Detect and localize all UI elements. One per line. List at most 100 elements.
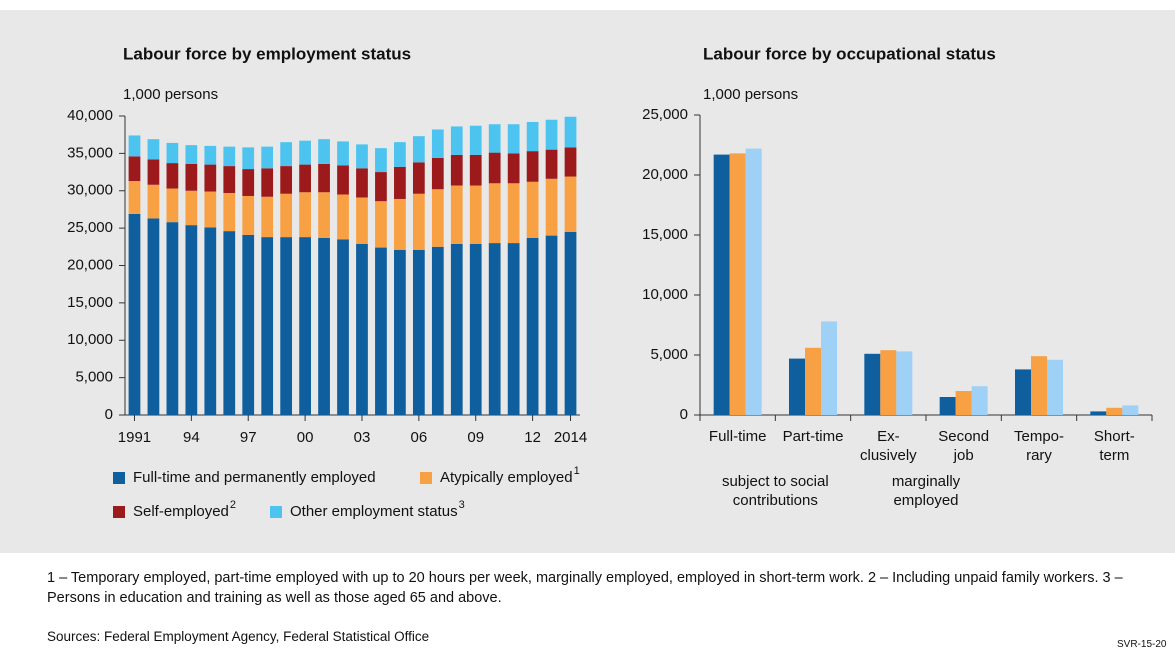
bar-segment — [261, 146, 274, 169]
x-tick-label: 12 — [524, 429, 541, 446]
bar-segment — [394, 166, 406, 199]
bar — [1106, 407, 1123, 415]
bar-segment — [394, 198, 406, 250]
bar — [1090, 411, 1107, 415]
bar-segment — [375, 172, 387, 202]
bar-segment — [545, 149, 558, 179]
bar-segment — [337, 141, 349, 166]
x-tick-label: Full-time — [709, 428, 767, 445]
bar-segment — [128, 135, 141, 157]
bar — [729, 153, 746, 415]
sources: Sources: Federal Employment Agency, Fede… — [47, 629, 430, 644]
bar-segment — [299, 140, 311, 165]
bar-segment — [299, 164, 311, 193]
bar-segment — [280, 166, 293, 194]
bar-segment — [488, 243, 501, 415]
bar-segment — [318, 237, 330, 415]
bar-segment — [469, 154, 482, 186]
bar-segment — [185, 225, 198, 415]
legend-swatch — [270, 506, 282, 518]
bar-segment — [299, 192, 311, 238]
y-tick-label: 5,000 — [75, 369, 113, 386]
bar-segment — [469, 243, 482, 415]
footnotes: 1 – Temporary employed, part-time employ… — [47, 570, 1123, 606]
bar-segment — [318, 192, 330, 238]
bar-segment — [261, 196, 274, 238]
bar-segment — [204, 227, 217, 415]
legend-footnote: 1 — [574, 465, 580, 477]
bar — [939, 397, 956, 415]
y-tick-label: 20,000 — [67, 256, 113, 273]
bar-segment — [318, 139, 330, 164]
bar-segment — [128, 213, 141, 415]
bar-segment — [223, 231, 236, 415]
bar-segment — [564, 116, 577, 148]
x-tick-label: 03 — [354, 429, 371, 446]
legend-label: Other employment status — [290, 503, 458, 520]
bar-segment — [242, 147, 255, 170]
bar-segment — [375, 201, 387, 248]
bar-segment — [166, 222, 179, 415]
bar-segment — [204, 145, 217, 165]
bar — [789, 358, 805, 415]
bar-segment — [223, 192, 236, 232]
bar-segment — [337, 194, 349, 240]
bar-segment — [431, 157, 444, 190]
x-tick-label: 09 — [467, 429, 484, 446]
bar-segment — [450, 243, 463, 415]
x-tick-label: 97 — [240, 429, 257, 446]
bar-segment — [507, 124, 520, 154]
bar-segment — [450, 126, 463, 155]
chart-code: SVR-15-20 — [1117, 639, 1167, 650]
y-tick-label: 5,000 — [650, 346, 688, 363]
bar-segment — [450, 185, 463, 244]
y-tick-label: 10,000 — [642, 286, 688, 303]
bar-segment — [564, 231, 577, 415]
bar-segment — [147, 139, 160, 160]
y-tick-label: 35,000 — [67, 144, 113, 161]
bar — [805, 347, 821, 415]
y-tick-label: 20,000 — [642, 166, 688, 183]
legend-swatch — [113, 506, 125, 518]
x-tick-label: 1991 — [118, 429, 151, 446]
bar-segment — [299, 237, 311, 415]
bar-segment — [242, 169, 255, 196]
bar — [821, 321, 837, 415]
bar-segment — [394, 249, 406, 415]
bar-segment — [507, 183, 520, 244]
y-tick-label: 30,000 — [67, 182, 113, 199]
y-tick-label: 0 — [105, 406, 113, 423]
y-axis-unit: 1,000 persons — [123, 86, 218, 103]
bar-segment — [431, 246, 444, 415]
x-tick-label: Part-time — [783, 428, 844, 445]
x-tick-label: 00 — [297, 429, 314, 446]
bar-segment — [280, 237, 293, 415]
bar-segment — [450, 154, 463, 186]
bar-segment — [242, 195, 255, 235]
bar-segment — [412, 136, 425, 163]
bar-segment — [166, 163, 179, 189]
bar-segment — [412, 193, 425, 250]
bar-segment — [337, 165, 349, 195]
bar-segment — [469, 185, 482, 244]
bar-segment — [564, 147, 577, 177]
bar-segment — [166, 188, 179, 223]
category-group-label: subject to social contributions — [722, 473, 829, 509]
bar — [971, 386, 988, 415]
legend-label: Self-employed — [133, 503, 229, 520]
x-tick-label: 06 — [411, 429, 428, 446]
legend-label: Full-time and permanently employed — [133, 469, 376, 486]
x-tick-label: 94 — [183, 429, 200, 446]
bar-segment — [526, 237, 539, 415]
bar-segment — [128, 181, 141, 214]
bar-segment — [147, 159, 160, 185]
legend-label: Atypically employed — [440, 469, 573, 486]
bar-segment — [280, 193, 293, 238]
bar-segment — [526, 121, 539, 152]
x-tick-label: Tempo-rary — [1014, 428, 1064, 464]
bar — [1047, 359, 1063, 415]
legend-footnote: 2 — [230, 499, 236, 511]
bar-segment — [356, 144, 368, 169]
bar-segment — [507, 153, 520, 184]
